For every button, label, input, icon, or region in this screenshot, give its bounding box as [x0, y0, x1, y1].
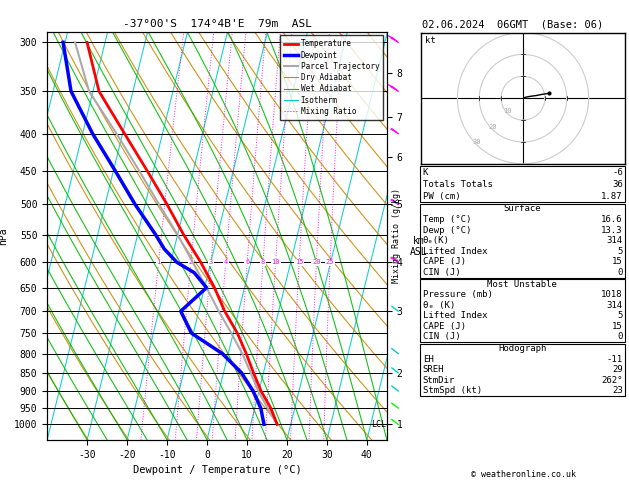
Text: 1018: 1018	[601, 290, 623, 299]
Text: Mixing Ratio (g/kg): Mixing Ratio (g/kg)	[392, 188, 401, 283]
Text: 13.3: 13.3	[601, 226, 623, 235]
Text: 25: 25	[326, 259, 335, 265]
Text: Hodograph: Hodograph	[498, 345, 547, 353]
Text: Pressure (mb): Pressure (mb)	[423, 290, 493, 299]
Text: -6: -6	[612, 168, 623, 177]
Text: 5: 5	[617, 312, 623, 320]
Text: 10: 10	[503, 108, 512, 115]
Text: LCL: LCL	[370, 420, 386, 430]
Y-axis label: km
ASL: km ASL	[410, 236, 428, 257]
Text: 20: 20	[488, 124, 497, 130]
Text: kt: kt	[425, 36, 437, 46]
Y-axis label: hPa: hPa	[0, 227, 8, 244]
Text: Temp (°C): Temp (°C)	[423, 215, 471, 224]
Text: 30: 30	[473, 139, 481, 145]
Text: Surface: Surface	[504, 205, 541, 213]
X-axis label: Dewpoint / Temperature (°C): Dewpoint / Temperature (°C)	[133, 465, 301, 475]
Text: 262°: 262°	[601, 376, 623, 385]
Text: Lifted Index: Lifted Index	[423, 312, 487, 320]
Text: Dewp (°C): Dewp (°C)	[423, 226, 471, 235]
Text: StmDir: StmDir	[423, 376, 455, 385]
Text: 1: 1	[157, 259, 161, 265]
Text: Lifted Index: Lifted Index	[423, 246, 487, 256]
Text: 15: 15	[612, 322, 623, 331]
Text: θₑ (K): θₑ (K)	[423, 301, 455, 310]
Text: 0: 0	[617, 268, 623, 277]
Text: PW (cm): PW (cm)	[423, 191, 460, 201]
Text: 3: 3	[209, 259, 213, 265]
Text: CIN (J): CIN (J)	[423, 268, 460, 277]
Text: -11: -11	[606, 355, 623, 364]
Text: 2: 2	[189, 259, 193, 265]
Text: -37°00'S  174°4B'E  79m  ASL: -37°00'S 174°4B'E 79m ASL	[123, 19, 311, 29]
Text: 36: 36	[612, 180, 623, 189]
Text: SREH: SREH	[423, 365, 444, 374]
Text: CIN (J): CIN (J)	[423, 332, 460, 341]
Text: CAPE (J): CAPE (J)	[423, 322, 465, 331]
Text: 8: 8	[261, 259, 265, 265]
Text: 29: 29	[612, 365, 623, 374]
Text: 15: 15	[612, 257, 623, 266]
Text: Most Unstable: Most Unstable	[487, 280, 557, 289]
Text: 15: 15	[295, 259, 303, 265]
Text: CAPE (J): CAPE (J)	[423, 257, 465, 266]
Text: 02.06.2024  06GMT  (Base: 06): 02.06.2024 06GMT (Base: 06)	[422, 19, 603, 29]
Text: 5: 5	[617, 246, 623, 256]
Text: 20: 20	[312, 259, 321, 265]
Legend: Temperature, Dewpoint, Parcel Trajectory, Dry Adiabat, Wet Adiabat, Isotherm, Mi: Temperature, Dewpoint, Parcel Trajectory…	[280, 35, 383, 120]
Text: 314: 314	[606, 236, 623, 245]
Text: θₑ(K): θₑ(K)	[423, 236, 450, 245]
Text: 314: 314	[606, 301, 623, 310]
Text: 10: 10	[271, 259, 280, 265]
Text: 16.6: 16.6	[601, 215, 623, 224]
Text: 23: 23	[612, 386, 623, 395]
Text: 4: 4	[223, 259, 228, 265]
Text: K: K	[423, 168, 428, 177]
Text: Totals Totals: Totals Totals	[423, 180, 493, 189]
Text: 6: 6	[245, 259, 249, 265]
Text: EH: EH	[423, 355, 433, 364]
Text: 0: 0	[617, 332, 623, 341]
Text: © weatheronline.co.uk: © weatheronline.co.uk	[470, 469, 576, 479]
Text: StmSpd (kt): StmSpd (kt)	[423, 386, 482, 395]
Text: 1.87: 1.87	[601, 191, 623, 201]
